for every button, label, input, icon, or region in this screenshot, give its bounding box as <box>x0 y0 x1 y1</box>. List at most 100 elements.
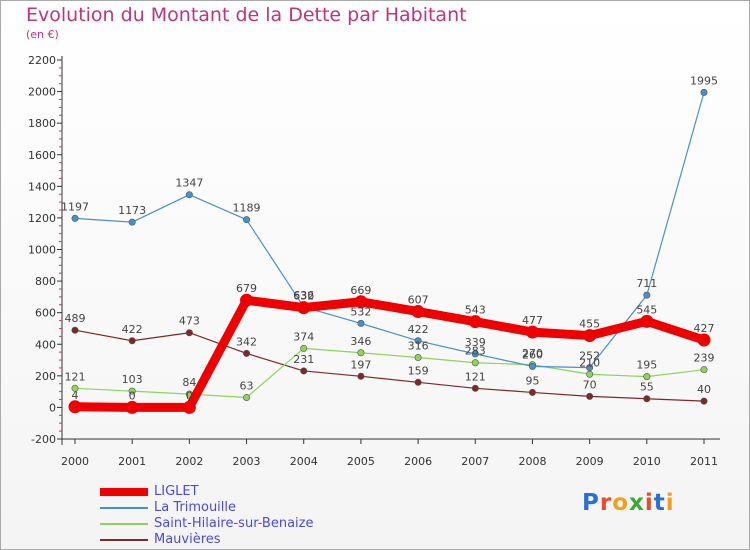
series-line-liglet <box>70 295 709 412</box>
data-point <box>68 400 82 414</box>
data-label: 197 <box>350 358 371 371</box>
data-label: 0 <box>186 389 193 402</box>
x-tick-label: 2008 <box>518 455 546 468</box>
data-label: 55 <box>640 381 654 394</box>
y-tick-label: 1400 <box>28 180 56 193</box>
data-label: 210 <box>579 356 600 369</box>
data-label: 532 <box>350 305 371 318</box>
series-line-saint-hilaire-sur-benaize <box>74 347 705 399</box>
data-label: 422 <box>408 323 429 336</box>
data-label: 422 <box>122 323 143 336</box>
x-tick-label: 2009 <box>576 455 604 468</box>
y-tick-label: 1600 <box>28 149 56 162</box>
data-point <box>700 88 708 96</box>
data-label: 283 <box>465 345 486 358</box>
data-point <box>528 362 536 370</box>
data-label: 455 <box>579 318 600 331</box>
data-label: 195 <box>636 359 657 372</box>
data-point <box>525 325 539 339</box>
data-label: 121 <box>65 370 86 383</box>
data-point <box>357 319 365 327</box>
data-point <box>586 370 594 378</box>
legend-label: Saint-Hilaire-sur-Benaize <box>154 516 314 531</box>
x-tick-label: 2011 <box>690 455 718 468</box>
y-tick-label: 1000 <box>28 244 56 257</box>
x-tick-label: 2006 <box>404 455 432 468</box>
data-label: 669 <box>350 284 371 297</box>
data-label: 711 <box>636 277 657 290</box>
data-label: 84 <box>182 376 196 389</box>
data-label: 40 <box>697 383 711 396</box>
data-point <box>182 400 196 414</box>
data-label: 239 <box>694 352 715 365</box>
data-point <box>471 384 479 392</box>
x-tick-label: 2003 <box>233 455 261 468</box>
data-point <box>125 400 139 414</box>
data-point <box>71 326 79 334</box>
data-point <box>128 218 136 226</box>
data-label: 543 <box>465 304 486 317</box>
legend-swatch <box>100 507 148 509</box>
data-label: 374 <box>293 330 314 343</box>
x-tick-label: 2007 <box>461 455 489 468</box>
x-tick-label: 2005 <box>347 455 375 468</box>
data-label: 4 <box>72 389 79 402</box>
y-tick-label: 200 <box>35 370 56 383</box>
legend-swatch <box>100 488 148 496</box>
data-label: 632 <box>293 290 314 303</box>
data-point <box>357 372 365 380</box>
chart-subtitle: (en €) <box>26 28 59 41</box>
data-point <box>700 397 708 405</box>
logo-letter: t <box>653 490 666 516</box>
data-label: 607 <box>408 294 429 307</box>
data-label: 636 <box>293 289 314 302</box>
x-tick-label: 2004 <box>290 455 318 468</box>
data-label: 95 <box>525 374 539 387</box>
x-tick-label: 2000 <box>61 455 89 468</box>
data-label: 489 <box>65 312 86 325</box>
data-point <box>357 349 365 357</box>
legend-label: La Trimouille <box>154 500 237 515</box>
data-point <box>71 214 79 222</box>
data-point <box>700 366 708 374</box>
logo-letter: P <box>582 490 600 516</box>
logo-letter: r <box>599 490 613 516</box>
data-point <box>528 388 536 396</box>
x-tick-label: 2010 <box>633 455 661 468</box>
y-tick-label: 400 <box>35 338 56 351</box>
data-label: 252 <box>579 350 600 363</box>
data-point <box>643 291 651 299</box>
data-label: 1173 <box>118 204 146 217</box>
data-point <box>471 350 479 358</box>
data-label: 316 <box>408 340 429 353</box>
legend-swatch <box>100 539 148 541</box>
y-tick-label: 600 <box>35 307 56 320</box>
data-label: 679 <box>236 282 257 295</box>
data-point <box>354 295 368 309</box>
data-point <box>586 392 594 400</box>
data-label: 231 <box>293 353 314 366</box>
logo-letter: o <box>612 490 630 516</box>
y-tick-label: -200 <box>31 433 56 446</box>
data-point <box>300 367 308 375</box>
data-point <box>240 293 254 307</box>
data-label: 339 <box>465 336 486 349</box>
chart-title: Evolution du Montant de la Dette par Hab… <box>26 4 467 26</box>
data-label: 473 <box>179 315 200 328</box>
data-point <box>414 378 422 386</box>
logo-letter: i <box>665 490 675 516</box>
data-point <box>300 344 308 352</box>
data-label: 159 <box>408 364 429 377</box>
data-label: 1995 <box>690 74 718 87</box>
data-point <box>586 364 594 372</box>
data-point <box>414 337 422 345</box>
y-tick-label: 1800 <box>28 117 56 130</box>
data-point <box>243 216 251 224</box>
data-label: 70 <box>583 378 597 391</box>
data-point <box>71 384 79 392</box>
data-point <box>185 191 193 199</box>
data-label: 545 <box>636 303 657 316</box>
y-tick-label: 0 <box>49 401 56 414</box>
